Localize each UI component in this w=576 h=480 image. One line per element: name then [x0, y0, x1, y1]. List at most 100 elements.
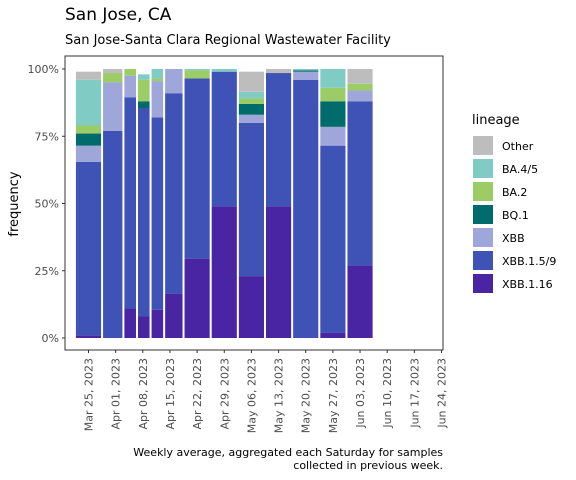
bar-segment [211, 71, 237, 207]
bar-segment [347, 69, 373, 84]
bar-segment [347, 83, 373, 91]
x-tick-label: May 13, 2023 [273, 358, 286, 433]
bar-segment [75, 133, 102, 146]
bar-segment [151, 81, 164, 118]
x-tick-label: Apr 08, 2023 [137, 358, 150, 430]
x-tick-label: Jun 24, 2023 [436, 358, 449, 429]
bar-segment [238, 114, 264, 123]
bar-segment [151, 117, 164, 310]
y-tick-label: 50% [35, 198, 59, 211]
y-tick-label: 100% [28, 63, 59, 76]
bar-segment [320, 87, 346, 102]
bar-segment [124, 75, 136, 98]
x-tick-label: Apr 15, 2023 [164, 358, 177, 430]
bar-segment [165, 69, 183, 94]
legend-swatch [473, 228, 493, 247]
bar-segment [124, 308, 136, 338]
x-tick-label: May 27, 2023 [327, 358, 340, 433]
bar-segment [103, 69, 123, 74]
bar-segment [266, 69, 292, 74]
legend-swatch [473, 205, 493, 224]
bar-segment [320, 126, 346, 146]
bar-segment [137, 79, 150, 102]
bar-segment [347, 101, 373, 266]
bar-segment [320, 101, 346, 127]
bar-segment [293, 79, 319, 338]
legend-swatch [473, 274, 493, 293]
legend-label: XBB.1.16 [502, 278, 553, 291]
bar-segment [137, 74, 150, 80]
y-axis: 0% 25% 50% 75% 100% [28, 63, 65, 345]
bar-segment [75, 71, 102, 80]
bar-segment [184, 258, 210, 338]
bar-segment [238, 276, 264, 338]
x-tick-label: Jun 10, 2023 [381, 358, 394, 429]
bar-segment [151, 309, 164, 338]
bar-segment [184, 78, 210, 259]
bar-segment [137, 101, 150, 109]
legend-title: lineage [472, 113, 520, 128]
bar-segment [266, 73, 292, 207]
bar-segment [266, 206, 292, 338]
bar-segment [184, 69, 210, 71]
legend-swatch [473, 251, 493, 270]
x-tick-label: Apr 29, 2023 [218, 358, 231, 430]
y-tick-label: 25% [35, 265, 59, 278]
bar-segment [238, 122, 264, 277]
bar-segment [211, 69, 237, 72]
x-tick-label: May 06, 2023 [245, 358, 258, 433]
bar-segment [151, 78, 164, 82]
bar-segment [75, 161, 102, 336]
bar-segment [238, 103, 264, 115]
bar-segment [151, 69, 164, 79]
bar-segment [211, 206, 237, 338]
y-axis-title: frequency [7, 171, 22, 237]
legend-label: BQ.1 [502, 209, 529, 222]
x-tick-label: Apr 22, 2023 [191, 358, 204, 430]
legend-swatch [473, 182, 493, 201]
legend-label: Other [502, 140, 534, 153]
bar-segment [320, 145, 346, 333]
legend-swatch [473, 136, 493, 155]
bar-segment [124, 97, 136, 309]
legend-label: BA.2 [502, 186, 527, 199]
caption-line-1: Weekly average, aggregated each Saturday… [133, 446, 443, 459]
x-tick-label: Jun 03, 2023 [354, 358, 367, 429]
bar-segment [320, 69, 346, 88]
bar-segment [103, 82, 123, 131]
bar-segment [75, 145, 102, 162]
bar-segment [103, 130, 123, 338]
y-tick-label: 75% [35, 130, 59, 143]
legend-swatch [473, 159, 493, 178]
x-axis: Mar 25, 2023 Apr 01, 2023 Apr 08, 2023 Apr … [83, 350, 449, 433]
bar-segment [75, 125, 102, 134]
bar-segment [347, 265, 373, 338]
chart-subtitle: San Jose-Santa Clara Regional Wastewater… [65, 33, 391, 48]
bar-segment [293, 71, 319, 80]
bar-segment [238, 91, 264, 99]
bar-segment [75, 79, 102, 126]
y-tick-label: 0% [42, 332, 59, 345]
bar-segment [103, 73, 123, 83]
x-tick-label: Mar 25, 2023 [83, 358, 96, 431]
chart-title: San Jose, CA [65, 5, 172, 25]
bar-segment [137, 108, 150, 317]
bar-segment [124, 69, 136, 76]
caption-line-2: collected in previous week. [293, 459, 443, 472]
legend-label: XBB.1.5/9 [502, 255, 556, 268]
bar-segment [184, 70, 210, 79]
stacked-bars [75, 69, 373, 338]
legend-label: BA.4/5 [502, 163, 538, 176]
bar-segment [347, 90, 373, 102]
x-tick-label: May 20, 2023 [300, 358, 313, 433]
x-tick-label: Apr 01, 2023 [110, 358, 123, 430]
legend-label: XBB [502, 232, 525, 245]
bar-segment [293, 69, 319, 71]
x-tick-label: Jun 17, 2023 [408, 358, 421, 429]
legend: lineage Other BA.4/5 BA.2 BQ.1 XBB XBB.1.5/9 X… [472, 113, 556, 293]
bar-segment [320, 332, 346, 338]
bar-segment [75, 335, 102, 338]
bar-segment [137, 316, 150, 338]
bar-segment [165, 93, 183, 294]
